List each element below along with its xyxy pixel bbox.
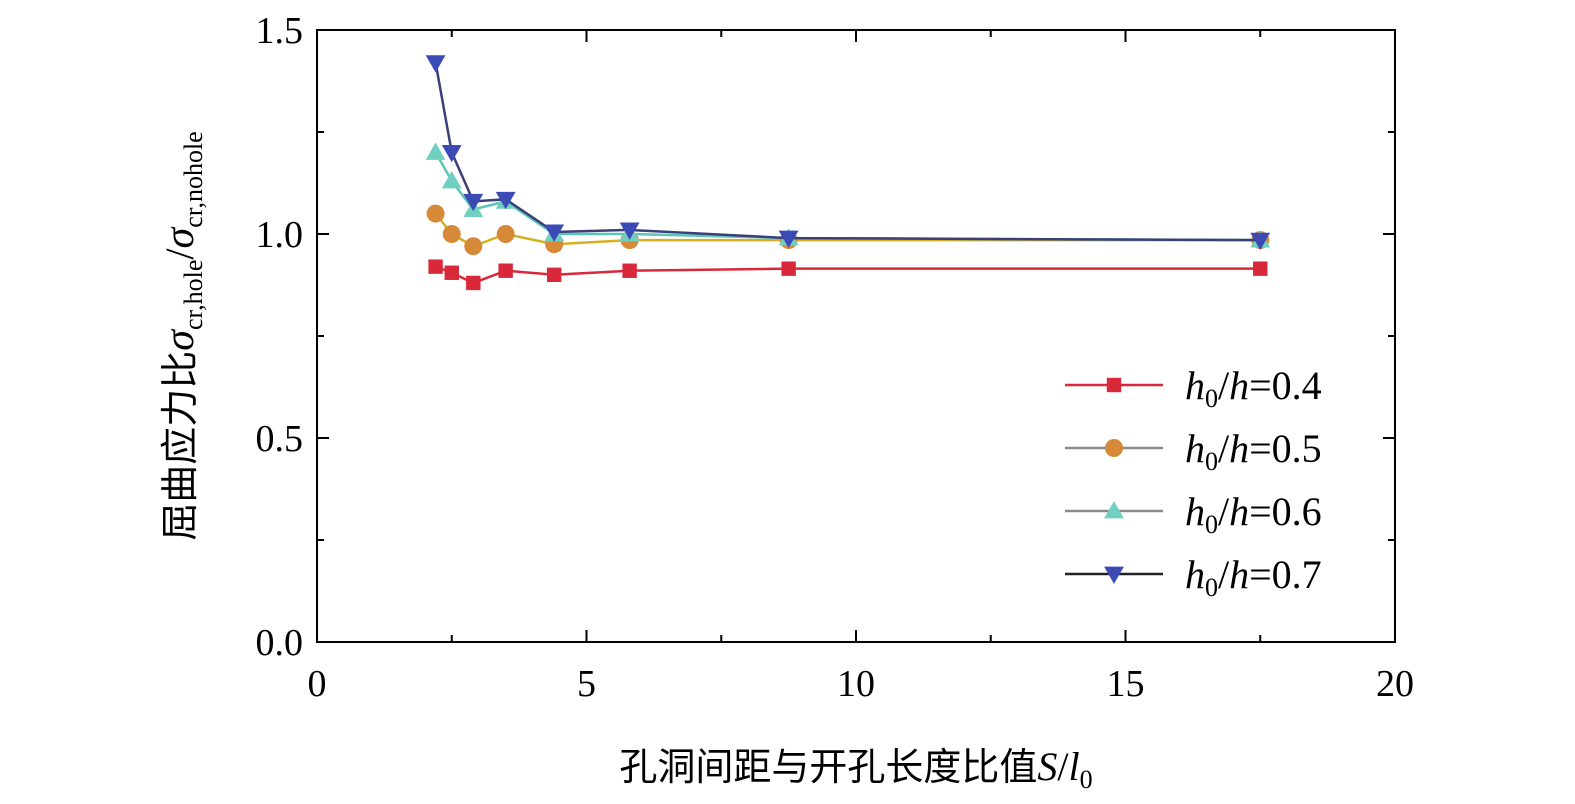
legend-label-value: =0.5 (1249, 426, 1322, 471)
legend-marker (1106, 377, 1122, 393)
data-point (425, 142, 446, 160)
y-tick-label: 1.5 (256, 10, 304, 52)
data-point (426, 204, 445, 223)
data-point (444, 265, 459, 280)
data-point (495, 191, 516, 210)
legend-label-sep: / (1218, 426, 1230, 471)
y-tick-label: 0.5 (256, 418, 304, 460)
series-layer (425, 55, 1271, 291)
legend-label-value: =0.6 (1249, 489, 1322, 534)
data-point (546, 267, 562, 282)
legend-label-sub: 0 (1205, 510, 1218, 539)
legend-item: h0/h=0.5 (1065, 426, 1322, 476)
plot-area (316, 29, 1396, 643)
y-axis-title-sigma2: σ (157, 225, 203, 248)
y-axis-title: 屈曲应力比σcr,hole/σcr,nohole (157, 131, 208, 540)
data-point (428, 259, 443, 274)
y-axis-title-sigma1: σ (157, 328, 203, 351)
legend: h0/h=0.4h0/h=0.5h0/h=0.6h0/h=0.7 (1065, 363, 1322, 602)
x-axis-title-sep: / (1057, 744, 1069, 789)
data-point (442, 225, 461, 243)
series-0 (428, 259, 1268, 291)
legend-label-var: h (1185, 363, 1205, 408)
data-point (463, 193, 484, 212)
x-axis-title-text: 孔洞间距与开孔长度比值 (619, 745, 1037, 789)
ticks-layer: 0 5 10 15 20 0.0 0.5 1.0 1.5 (256, 10, 1415, 705)
data-point (1253, 261, 1268, 276)
x-tick-label: 15 (1107, 663, 1145, 705)
y-tick-label: 1.0 (256, 214, 304, 256)
data-point (781, 261, 796, 276)
data-point (466, 275, 481, 291)
data-point (496, 225, 515, 243)
legend-label-var: h (1185, 489, 1205, 534)
legend-label: h0/h=0.7 (1185, 552, 1322, 602)
series-3 (425, 55, 1271, 251)
legend-marker (1104, 501, 1124, 519)
legend-label-value: =0.7 (1249, 552, 1322, 597)
data-point (464, 237, 483, 256)
x-axis-title-var: S (1037, 744, 1057, 789)
legend-label: h0/h=0.5 (1185, 426, 1322, 476)
data-point (425, 55, 446, 73)
legend-label-var2: h (1229, 363, 1249, 408)
legend-label-value: =0.4 (1249, 363, 1322, 408)
x-tick-label: 0 (308, 663, 327, 705)
legend-label-sub: 0 (1205, 447, 1218, 476)
legend-label-var2: h (1229, 426, 1249, 471)
legend-item: h0/h=0.6 (1065, 489, 1322, 539)
x-axis-title: 孔洞间距与开孔长度比值S/l0 (619, 744, 1092, 794)
data-point (778, 230, 799, 248)
y-tick-label: 0.0 (256, 622, 304, 664)
legend-item: h0/h=0.7 (1065, 552, 1322, 602)
legend-label-sub: 0 (1205, 573, 1218, 602)
legend-label: h0/h=0.4 (1185, 363, 1322, 413)
y-axis-title-sub1: cr,hole (179, 260, 208, 330)
x-tick-label: 10 (837, 663, 875, 705)
legend-label: h0/h=0.6 (1185, 489, 1322, 539)
legend-label-sep: / (1218, 489, 1230, 534)
x-tick-label: 5 (577, 663, 596, 705)
legend-label-sep: / (1218, 552, 1230, 597)
legend-label-sub: 0 (1205, 384, 1218, 413)
legend-label-sep: / (1218, 363, 1230, 408)
legend-label-var: h (1185, 426, 1205, 471)
legend-marker (1105, 439, 1123, 457)
y-axis-title-sub2: cr,nohole (179, 131, 208, 227)
data-point (441, 171, 462, 189)
data-point (544, 224, 565, 242)
x-axis-title-var2: l (1069, 744, 1080, 789)
legend-item: h0/h=0.4 (1065, 363, 1322, 413)
x-axis-title-sub: 0 (1080, 765, 1093, 794)
data-point (619, 222, 640, 240)
data-point (498, 263, 513, 278)
legend-label-var: h (1185, 552, 1205, 597)
legend-marker (1104, 566, 1124, 584)
y-axis-title-text: 屈曲应力比 (158, 351, 202, 541)
series-line (434, 62, 1261, 242)
x-tick-label: 20 (1376, 663, 1414, 705)
legend-label-var2: h (1229, 489, 1249, 534)
data-point (1250, 232, 1271, 251)
data-point (441, 144, 462, 163)
legend-label-var2: h (1229, 552, 1249, 597)
data-point (622, 263, 637, 278)
y-axis-title-sep: / (157, 248, 202, 260)
